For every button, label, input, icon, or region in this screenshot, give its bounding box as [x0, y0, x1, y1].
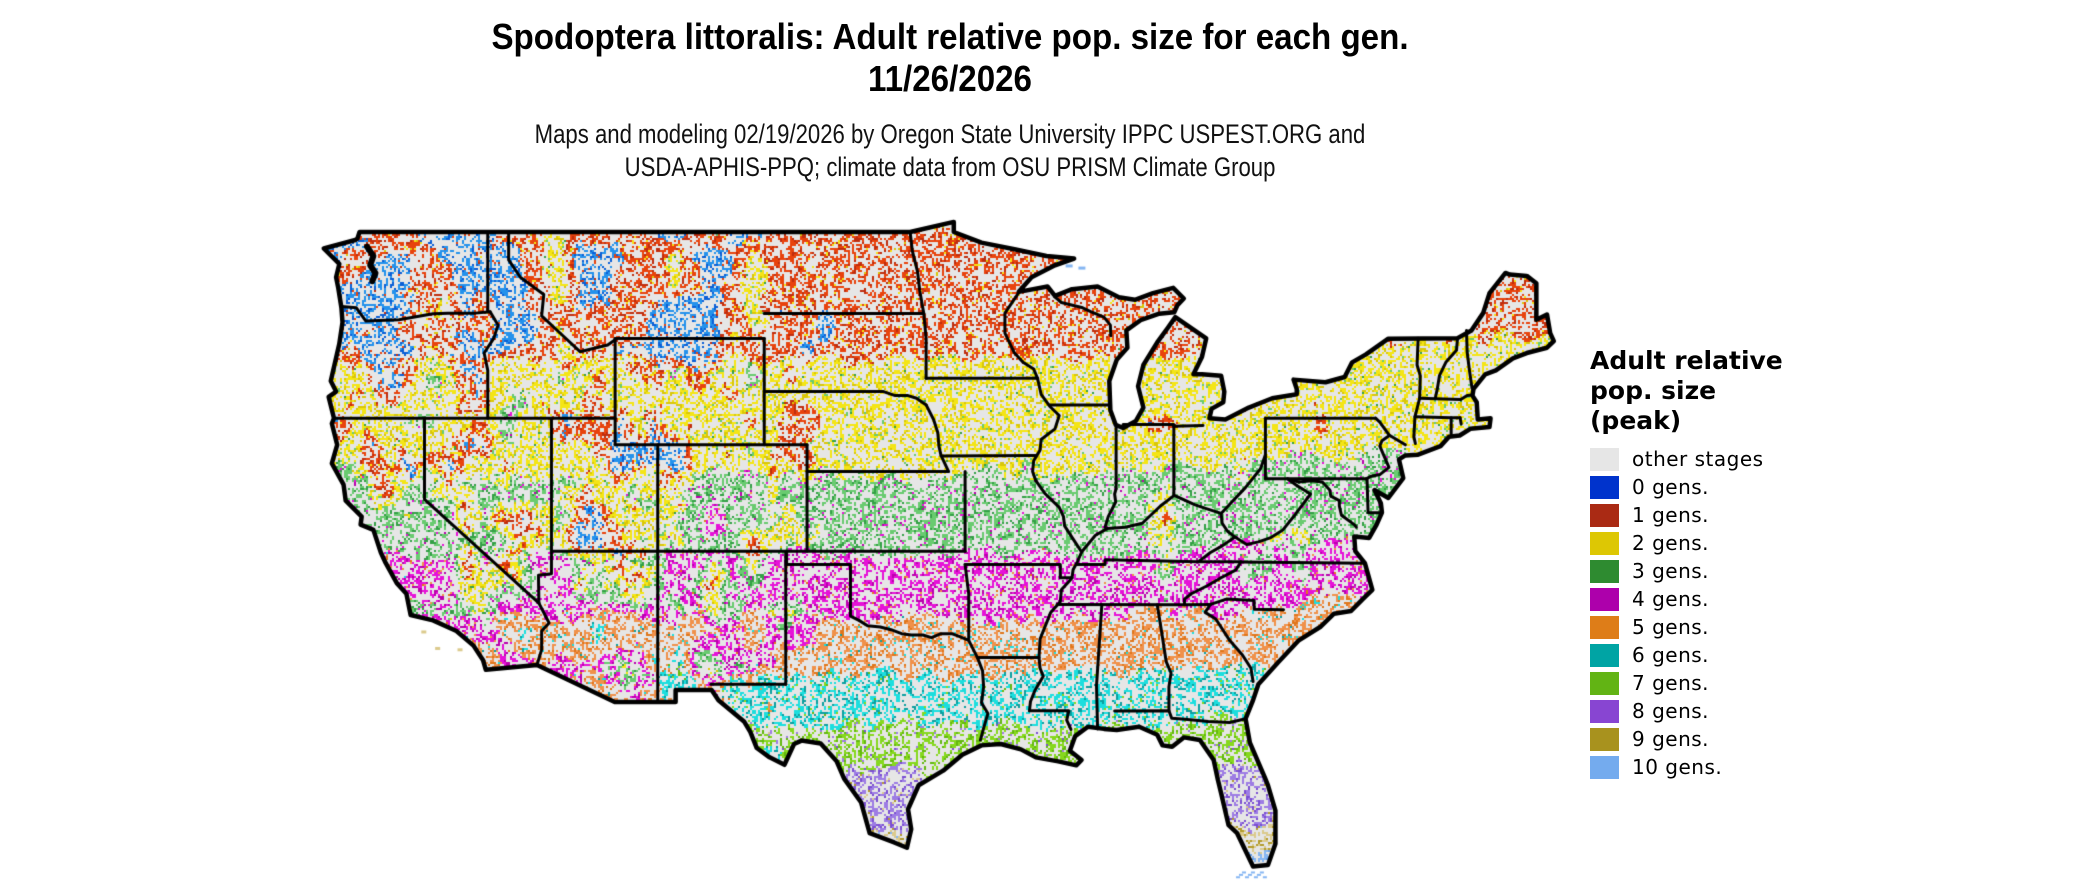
legend-label: 5 gens. [1632, 615, 1710, 639]
legend-swatch [1590, 587, 1619, 611]
legend-items: other stages 0 gens. 1 gens. 2 gens. 3 gens.… [1590, 445, 1920, 781]
map-title-line2: 11/26/2026 [868, 58, 1032, 99]
legend-swatch [1590, 531, 1619, 555]
legend-item: 1 gens. [1590, 501, 1920, 529]
legend-swatch [1590, 503, 1619, 527]
title-block: Spodoptera littoralis: Adult relative po… [76, 16, 1824, 100]
legend-label: 8 gens. [1632, 699, 1710, 723]
map-title-line1: Spodoptera littoralis: Adult relative po… [491, 16, 1409, 57]
map-subtitle-line2: USDA-APHIS-PPQ; climate data from OSU PR… [624, 152, 1276, 182]
legend-swatch [1590, 475, 1619, 499]
legend-item: 2 gens. [1590, 529, 1920, 557]
legend-title-line1: Adult relative [1590, 346, 1783, 375]
legend-item: 10 gens. [1590, 753, 1920, 781]
legend-title: Adult relative pop. size (peak) [1590, 346, 1920, 436]
legend-swatch [1590, 699, 1619, 723]
map-subtitle-line1: Maps and modeling 02/19/2026 by Oregon S… [534, 119, 1366, 149]
legend-label: 2 gens. [1632, 531, 1710, 555]
legend-item: 6 gens. [1590, 641, 1920, 669]
legend-item: 3 gens. [1590, 557, 1920, 585]
legend-swatch [1590, 447, 1619, 471]
legend-swatch [1590, 643, 1619, 667]
legend-item: 8 gens. [1590, 697, 1920, 725]
legend-title-line2: pop. size [1590, 376, 1717, 405]
legend-item: 7 gens. [1590, 669, 1920, 697]
legend-label: 4 gens. [1632, 587, 1710, 611]
legend-swatch [1590, 559, 1619, 583]
legend-label: other stages [1632, 447, 1764, 471]
legend-swatch [1590, 671, 1619, 695]
subtitle-block: Maps and modeling 02/19/2026 by Oregon S… [171, 118, 1729, 184]
legend-label: 1 gens. [1632, 503, 1710, 527]
legend-item: 9 gens. [1590, 725, 1920, 753]
legend-label: 10 gens. [1632, 755, 1723, 779]
legend-item: 5 gens. [1590, 613, 1920, 641]
legend-item: 4 gens. [1590, 585, 1920, 613]
legend-label: 0 gens. [1632, 475, 1710, 499]
legend-item: 0 gens. [1590, 473, 1920, 501]
legend-item: other stages [1590, 445, 1920, 473]
legend-label: 7 gens. [1632, 671, 1710, 695]
legend-label: 6 gens. [1632, 643, 1710, 667]
legend-swatch [1590, 755, 1619, 779]
legend-swatch [1590, 615, 1619, 639]
legend-title-line3: (peak) [1590, 406, 1682, 435]
legend-swatch [1590, 727, 1619, 751]
us-generations-map [310, 218, 1580, 892]
legend-label: 3 gens. [1632, 559, 1710, 583]
map-legend: Adult relative pop. size (peak) other st… [1590, 346, 1920, 781]
legend-label: 9 gens. [1632, 727, 1710, 751]
